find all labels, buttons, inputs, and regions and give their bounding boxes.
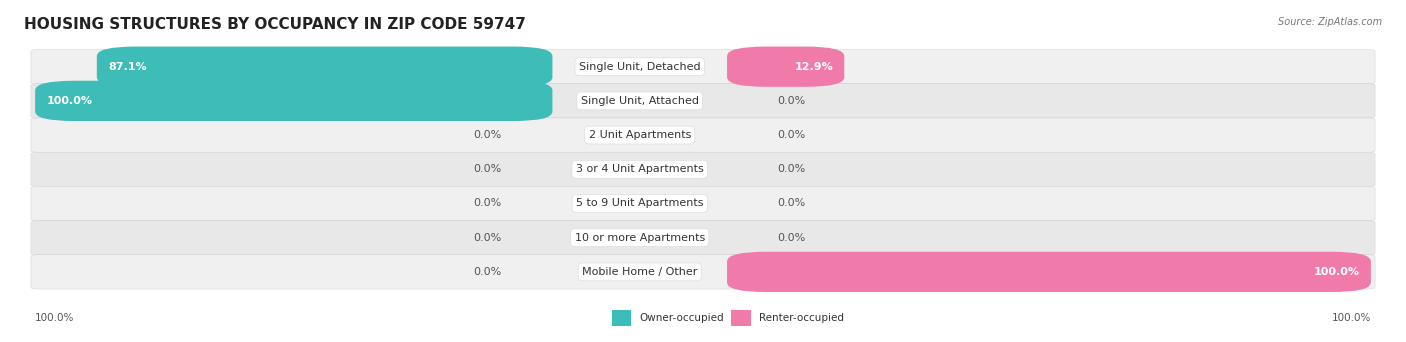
Text: 12.9%: 12.9% — [794, 62, 832, 72]
FancyBboxPatch shape — [727, 47, 844, 87]
Bar — [612, 311, 631, 326]
FancyBboxPatch shape — [35, 81, 553, 121]
Bar — [731, 311, 751, 326]
Text: Single Unit, Detached: Single Unit, Detached — [579, 62, 700, 72]
FancyBboxPatch shape — [31, 221, 1375, 255]
Text: 0.0%: 0.0% — [778, 233, 806, 243]
FancyBboxPatch shape — [31, 50, 1375, 84]
Text: Source: ZipAtlas.com: Source: ZipAtlas.com — [1278, 17, 1382, 27]
Text: 100.0%: 100.0% — [46, 96, 93, 106]
FancyBboxPatch shape — [31, 152, 1375, 186]
FancyBboxPatch shape — [31, 118, 1375, 152]
Text: Owner-occupied: Owner-occupied — [640, 313, 724, 323]
FancyBboxPatch shape — [727, 252, 1371, 292]
Text: 0.0%: 0.0% — [474, 130, 502, 140]
Text: Single Unit, Attached: Single Unit, Attached — [581, 96, 699, 106]
Text: 0.0%: 0.0% — [778, 96, 806, 106]
FancyBboxPatch shape — [97, 47, 553, 87]
Text: HOUSING STRUCTURES BY OCCUPANCY IN ZIP CODE 59747: HOUSING STRUCTURES BY OCCUPANCY IN ZIP C… — [24, 17, 526, 32]
Text: 5 to 9 Unit Apartments: 5 to 9 Unit Apartments — [576, 198, 703, 209]
Text: 3 or 4 Unit Apartments: 3 or 4 Unit Apartments — [576, 164, 703, 174]
Text: 87.1%: 87.1% — [108, 62, 146, 72]
Text: 100.0%: 100.0% — [1313, 267, 1360, 277]
Text: 100.0%: 100.0% — [1331, 313, 1371, 323]
Text: 0.0%: 0.0% — [474, 198, 502, 209]
Text: 10 or more Apartments: 10 or more Apartments — [575, 233, 704, 243]
Text: 0.0%: 0.0% — [474, 233, 502, 243]
Text: 0.0%: 0.0% — [474, 267, 502, 277]
FancyBboxPatch shape — [31, 255, 1375, 289]
Text: 0.0%: 0.0% — [474, 164, 502, 174]
Text: 0.0%: 0.0% — [778, 164, 806, 174]
Text: Renter-occupied: Renter-occupied — [759, 313, 844, 323]
FancyBboxPatch shape — [31, 84, 1375, 118]
Text: 2 Unit Apartments: 2 Unit Apartments — [589, 130, 690, 140]
Text: 100.0%: 100.0% — [35, 313, 75, 323]
Text: 0.0%: 0.0% — [778, 130, 806, 140]
FancyBboxPatch shape — [31, 186, 1375, 221]
Text: 0.0%: 0.0% — [778, 198, 806, 209]
Text: Mobile Home / Other: Mobile Home / Other — [582, 267, 697, 277]
